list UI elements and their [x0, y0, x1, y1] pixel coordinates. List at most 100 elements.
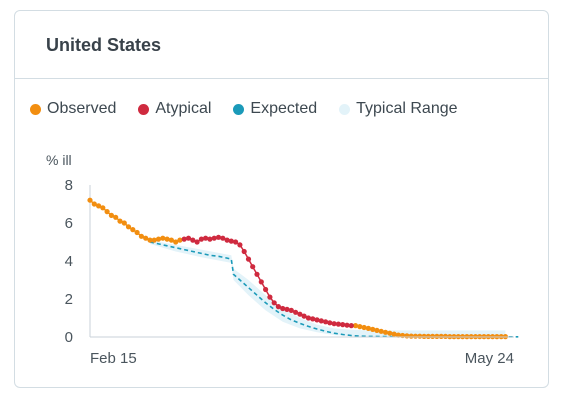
atypical-point[interactable] [293, 309, 299, 315]
observed-point[interactable] [425, 333, 431, 339]
atypical-point[interactable] [284, 306, 290, 312]
atypical-point[interactable] [314, 317, 320, 323]
observed-point[interactable] [160, 235, 166, 241]
atypical-point[interactable] [275, 304, 281, 310]
observed-point[interactable] [121, 220, 127, 226]
atypical-point[interactable] [203, 235, 209, 241]
atypical-point[interactable] [301, 313, 307, 319]
atypical-point[interactable] [344, 322, 350, 328]
observed-point[interactable] [87, 197, 93, 203]
atypical-point[interactable] [263, 286, 269, 293]
legend-item-atypical[interactable]: Atypical [138, 100, 211, 118]
observed-point[interactable] [155, 236, 162, 242]
observed-point[interactable] [395, 332, 401, 338]
x-tick-label: May 24 [465, 350, 514, 367]
observed-point[interactable] [117, 218, 123, 224]
legend-item-expected[interactable]: Expected [233, 100, 317, 118]
observed-point[interactable] [91, 201, 97, 207]
card-title: United States [46, 35, 162, 55]
atypical-point[interactable] [280, 305, 286, 312]
legend-item-typical-range[interactable]: Typical Range [339, 100, 458, 118]
atypical-point[interactable] [305, 315, 311, 321]
observed-point[interactable] [421, 333, 427, 339]
observed-point[interactable] [177, 237, 183, 243]
observed-point[interactable] [370, 326, 376, 332]
atypical-point[interactable] [198, 236, 204, 242]
observed-point[interactable] [365, 325, 371, 331]
atypical-point[interactable] [185, 235, 192, 241]
observed-point[interactable] [378, 328, 384, 334]
expected-line [149, 241, 519, 338]
atypical-point[interactable] [323, 319, 329, 325]
x-tick-label: Feb 15 [90, 350, 137, 367]
observed-point[interactable] [442, 333, 449, 339]
observed-point[interactable] [138, 233, 144, 239]
observed-point[interactable] [438, 333, 444, 339]
atypical-point[interactable] [310, 316, 316, 322]
atypical-point[interactable] [288, 307, 294, 313]
atypical-point[interactable] [190, 237, 196, 243]
legend-label-observed: Observed [47, 100, 117, 117]
atypical-point[interactable] [267, 294, 273, 300]
legend-label-expected: Expected [250, 100, 318, 117]
legend-item-observed[interactable]: Observed [30, 100, 116, 118]
observed-point[interactable] [352, 323, 359, 329]
atypical-point[interactable] [194, 239, 200, 245]
atypical-line [184, 236, 352, 327]
y-tick-label: 8 [65, 177, 73, 194]
chart-card: United States [14, 10, 549, 388]
legend-label-typical-range: Typical Range [356, 100, 458, 117]
observed-point[interactable] [125, 224, 132, 230]
expected-dot-icon [233, 103, 245, 115]
atypical-point[interactable] [220, 235, 226, 241]
atypical-point[interactable] [181, 236, 187, 242]
observed-point[interactable] [147, 237, 153, 243]
y-tick-label: 4 [65, 253, 73, 270]
observed-point[interactable] [361, 324, 367, 331]
atypical-point[interactable] [250, 264, 256, 270]
observed-point[interactable] [134, 229, 140, 236]
observed-point[interactable] [151, 237, 157, 243]
observed-point[interactable] [113, 214, 119, 220]
observed-point[interactable] [357, 324, 363, 330]
observed-point[interactable] [143, 235, 149, 241]
observed-point[interactable] [374, 327, 380, 333]
atypical-point[interactable] [207, 236, 213, 242]
observed-point[interactable] [96, 203, 102, 209]
observed-point[interactable] [100, 205, 106, 211]
y-tick-label: 2 [65, 291, 73, 308]
observed-point[interactable] [104, 209, 110, 215]
observed-point[interactable] [387, 330, 393, 336]
observed-point[interactable] [108, 212, 114, 218]
atypical-point[interactable] [228, 238, 234, 244]
atypical-point[interactable] [258, 279, 264, 285]
atypical-point[interactable] [327, 320, 333, 326]
observed-point[interactable] [391, 331, 397, 337]
atypical-point[interactable] [241, 248, 247, 255]
observed-point[interactable] [164, 236, 170, 242]
atypical-point[interactable] [237, 242, 243, 248]
observed-point[interactable] [434, 333, 440, 339]
y-axis: 0 2 4 6 8 [65, 177, 91, 346]
observed-point[interactable] [168, 237, 174, 243]
atypical-point[interactable] [215, 234, 222, 240]
atypical-point[interactable] [348, 323, 354, 329]
atypical-point[interactable] [335, 321, 341, 327]
y-tick-label: 6 [65, 215, 73, 232]
atypical-point[interactable] [318, 318, 324, 324]
atypical-point[interactable] [254, 271, 260, 277]
observed-point[interactable] [130, 227, 136, 233]
atypical-point[interactable] [271, 300, 277, 306]
atypical-point[interactable] [331, 321, 337, 327]
atypical-point[interactable] [245, 256, 252, 262]
x-axis: Feb 15 May 24 [90, 336, 514, 367]
observed-point[interactable] [430, 333, 436, 339]
observed-point[interactable] [382, 329, 389, 335]
observed-point[interactable] [173, 239, 179, 245]
atypical-dot-icon [138, 103, 150, 115]
atypical-point[interactable] [340, 322, 346, 328]
atypical-point[interactable] [233, 239, 239, 245]
atypical-point[interactable] [224, 237, 230, 243]
atypical-point[interactable] [211, 235, 217, 241]
atypical-point[interactable] [297, 311, 303, 317]
